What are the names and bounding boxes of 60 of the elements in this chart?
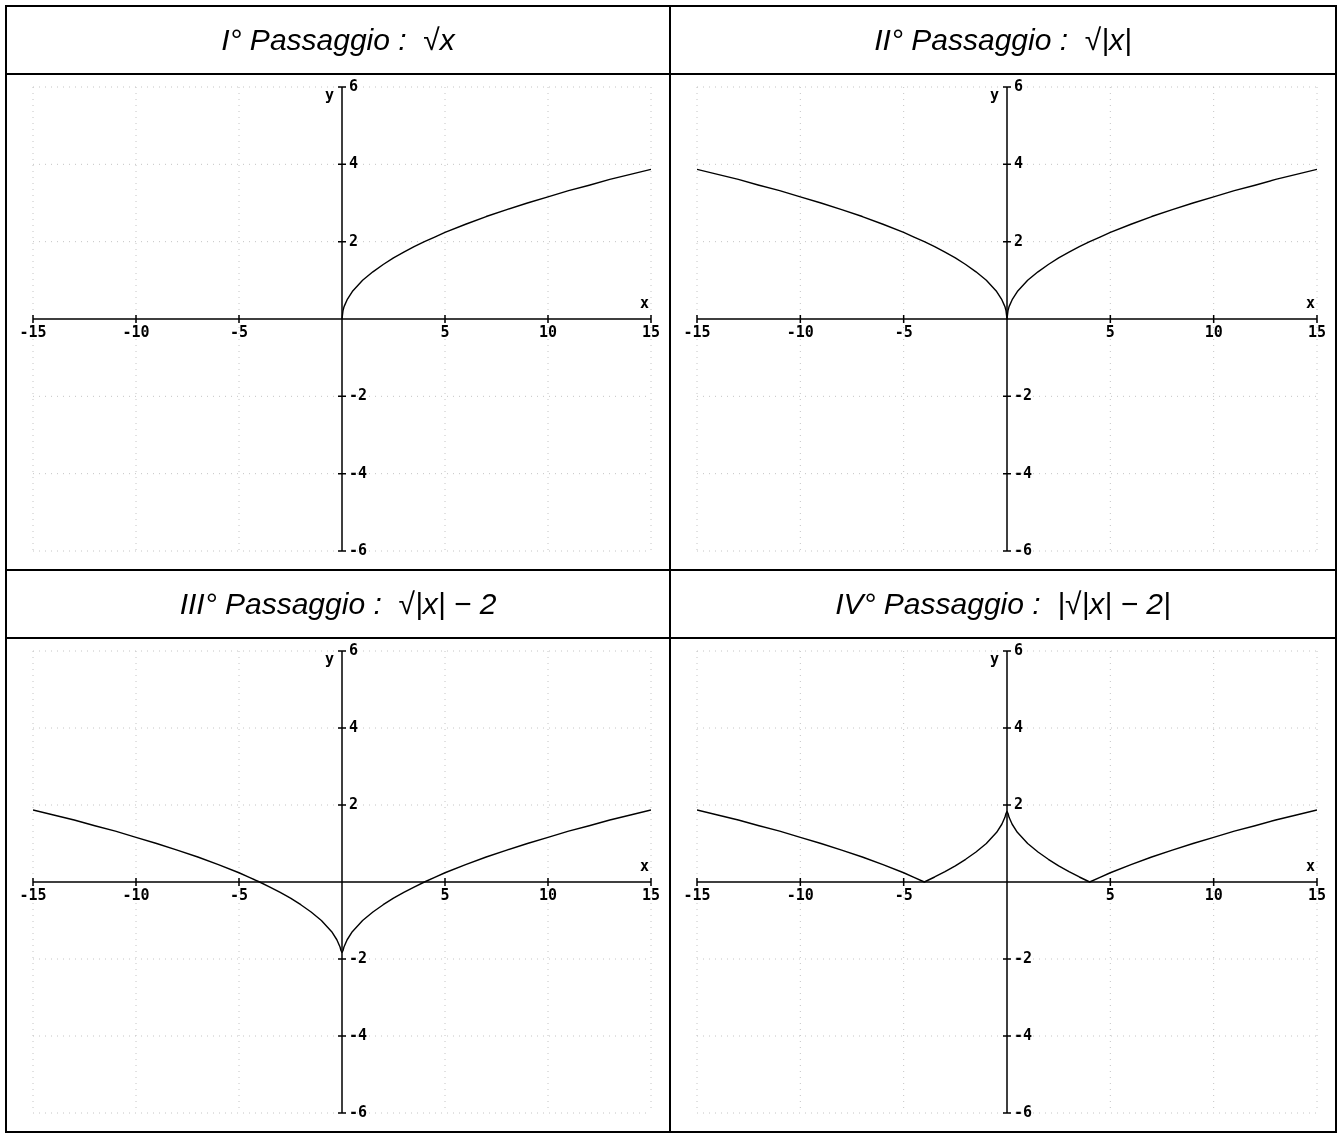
x-tick-label: 10 [538,323,558,342]
x-tick-label: 15 [641,323,661,342]
x-tick-label: 15 [1307,886,1327,905]
x-axis-title: x [639,857,649,876]
y-tick-label: -4 [1014,1025,1033,1044]
x-axis-title: x [639,294,649,313]
x-axis-title: x [1305,294,1315,313]
y-axis-title: y [324,650,334,669]
x-tick-label: 5 [1105,323,1115,342]
x-tick-label: -10 [786,886,814,905]
x-tick-label: 10 [1204,323,1223,342]
y-tick-label: 4 [349,154,359,173]
y-tick-label: 6 [1014,76,1024,95]
y-tick-label: -4 [349,1025,368,1044]
x-tick-label: -5 [894,886,913,905]
y-tick-label: 2 [349,794,359,813]
y-tick-label: 2 [349,231,359,250]
y-tick-label: 2 [1014,231,1024,250]
y-axis-title: y [989,650,999,669]
y-axis-title: y [989,86,999,105]
y-tick-label: 4 [1014,154,1024,173]
x-tick-label: -10 [122,886,150,905]
x-tick-label: 15 [641,886,661,905]
x-tick-label: -5 [894,323,913,342]
x-tick-label: -15 [19,323,47,342]
y-tick-label: 4 [349,717,359,736]
chart-title: I° Passaggio : √x [7,7,669,75]
x-tick-label: 15 [1307,323,1327,342]
x-tick-label: -10 [786,323,814,342]
chart-title: III° Passaggio : √|x| − 2 [7,571,669,639]
x-tick-label: 5 [440,323,450,342]
y-tick-label: -2 [349,386,368,405]
y-tick-label: 6 [1014,640,1024,659]
y-axis-title: y [324,86,334,105]
y-tick-label: 4 [1014,717,1024,736]
x-tick-label: 5 [1105,886,1115,905]
x-tick-label: -10 [122,323,150,342]
chart-title: II° Passaggio : √|x| [671,7,1335,75]
x-tick-label: 5 [440,886,450,905]
y-tick-label: -4 [1014,463,1033,482]
x-tick-label: -5 [229,323,249,342]
y-tick-label: 6 [349,76,359,95]
y-tick-label: -2 [349,948,368,967]
x-tick-label: -15 [683,323,711,342]
x-tick-label: -15 [683,886,711,905]
y-tick-label: 6 [349,640,359,659]
y-tick-label: 2 [1014,794,1024,813]
y-tick-label: -6 [1014,540,1033,559]
y-tick-label: -6 [1014,1102,1033,1121]
x-tick-label: -15 [19,886,47,905]
x-tick-label: 10 [1204,886,1223,905]
y-tick-label: -6 [349,1102,368,1121]
y-tick-label: -4 [349,463,368,482]
y-tick-label: -2 [1014,948,1033,967]
x-axis-title: x [1305,857,1315,876]
y-tick-label: -2 [1014,386,1033,405]
x-tick-label: 10 [538,886,558,905]
y-tick-label: -6 [349,540,368,559]
chart-title: IV° Passaggio : |√|x| − 2| [671,571,1335,639]
x-tick-label: -5 [229,886,249,905]
